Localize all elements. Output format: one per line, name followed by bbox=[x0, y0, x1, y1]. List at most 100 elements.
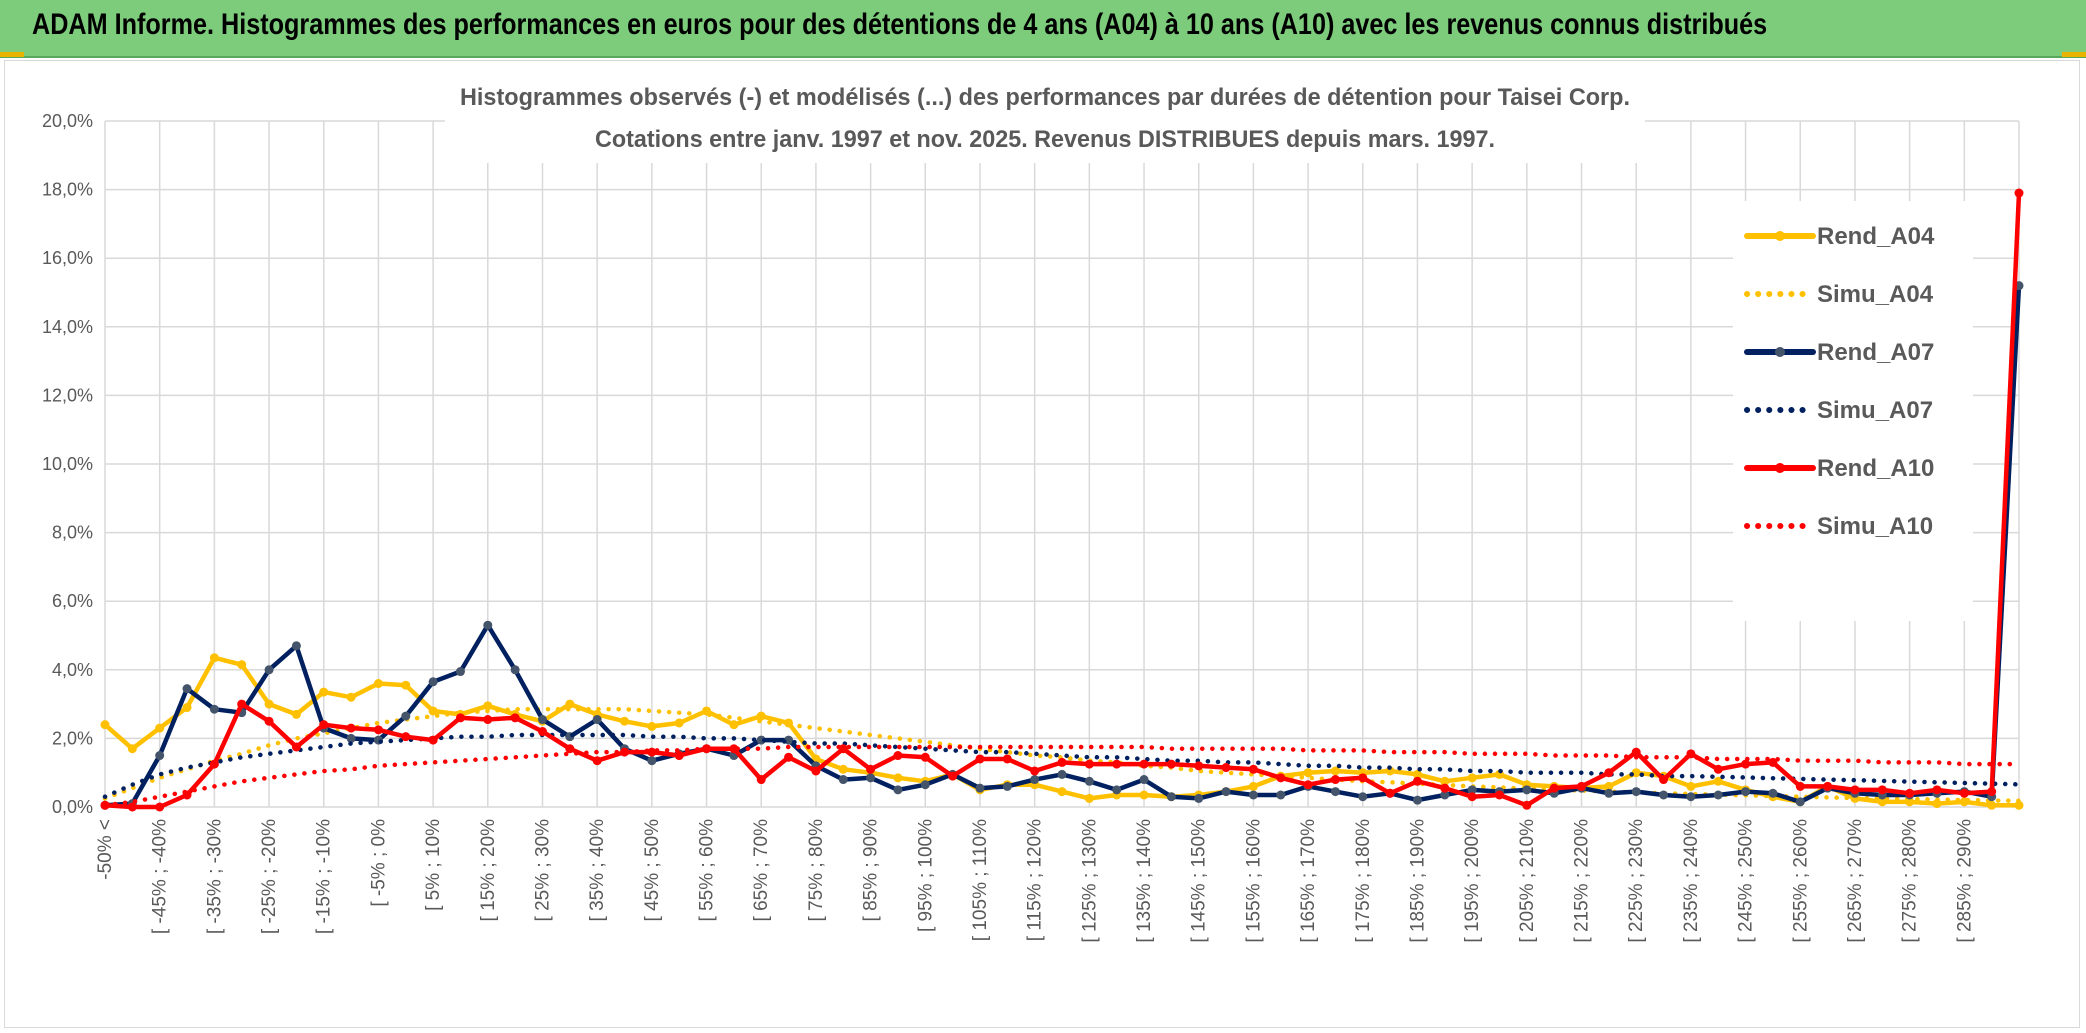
data-point bbox=[127, 744, 137, 754]
data-point bbox=[428, 677, 438, 687]
data-point bbox=[1741, 787, 1751, 797]
data-point bbox=[1905, 788, 1915, 798]
legend-label: Simu_A07 bbox=[1817, 397, 1933, 424]
data-point bbox=[674, 718, 684, 728]
data-point bbox=[291, 742, 301, 752]
data-point bbox=[756, 711, 766, 721]
data-point bbox=[1385, 788, 1395, 798]
data-point bbox=[1795, 781, 1805, 791]
data-point bbox=[1467, 785, 1477, 795]
data-point bbox=[838, 764, 848, 774]
data-point bbox=[155, 723, 165, 733]
data-point bbox=[1139, 790, 1149, 800]
chart-subtitle: Cotations entre janv. 1997 et nov. 2025.… bbox=[595, 126, 1495, 153]
data-point bbox=[510, 713, 520, 723]
data-point bbox=[1139, 759, 1149, 769]
data-point bbox=[565, 699, 575, 709]
data-point bbox=[1713, 790, 1723, 800]
data-point bbox=[1166, 792, 1176, 802]
data-point bbox=[893, 751, 903, 761]
data-point bbox=[209, 759, 219, 769]
legend-marker bbox=[1775, 347, 1785, 357]
data-point bbox=[100, 720, 110, 730]
data-point bbox=[1330, 787, 1340, 797]
x-tick-label: [ 195% ; 200% bbox=[1462, 819, 1483, 943]
x-tick-label: [ -45% ; -40% bbox=[150, 819, 171, 934]
data-point bbox=[1112, 759, 1122, 769]
legend-label: Simu_A10 bbox=[1817, 513, 1933, 540]
data-point bbox=[1604, 781, 1614, 791]
data-point bbox=[1248, 790, 1258, 800]
data-point bbox=[1139, 775, 1149, 785]
data-point bbox=[1850, 785, 1860, 795]
data-point bbox=[1358, 792, 1368, 802]
data-point bbox=[182, 684, 192, 694]
data-point bbox=[1303, 768, 1313, 778]
x-tick-label: [ -35% ; -30% bbox=[204, 819, 225, 934]
data-point bbox=[729, 744, 739, 754]
data-point bbox=[647, 747, 657, 757]
data-point bbox=[346, 692, 356, 702]
data-point bbox=[838, 744, 848, 754]
data-point bbox=[1522, 785, 1532, 795]
data-point bbox=[1248, 764, 1258, 774]
x-tick-label: [ 45% ; 50% bbox=[642, 819, 663, 922]
data-point bbox=[756, 775, 766, 785]
data-point bbox=[291, 641, 301, 651]
data-point bbox=[893, 773, 903, 783]
x-tick-label: [ 75% ; 80% bbox=[806, 819, 827, 922]
data-point bbox=[1577, 781, 1587, 791]
y-tick-label: 12,0% bbox=[42, 385, 93, 405]
x-tick-label: [ 115% ; 120% bbox=[1025, 819, 1046, 941]
chart-title: Histogrammes observés (-) et modélisés (… bbox=[460, 84, 1630, 111]
x-tick-label: [ 285% ; 290% bbox=[1954, 819, 1975, 943]
data-point bbox=[1358, 773, 1368, 783]
x-tick-label: [ 15% ; 20% bbox=[478, 819, 499, 922]
data-point bbox=[428, 735, 438, 745]
data-point bbox=[1002, 781, 1012, 791]
series-line-rend_a10 bbox=[102, 190, 2022, 810]
data-point bbox=[209, 704, 219, 714]
data-point bbox=[565, 744, 575, 754]
data-point bbox=[1084, 759, 1094, 769]
data-point bbox=[975, 783, 985, 793]
legend-label: Rend_A10 bbox=[1817, 455, 1934, 482]
legend-background bbox=[1733, 201, 1973, 621]
data-point bbox=[1795, 797, 1805, 807]
data-point bbox=[948, 771, 958, 781]
data-point bbox=[1057, 787, 1067, 797]
data-point bbox=[1686, 781, 1696, 791]
x-tick-label: [ 185% ; 190% bbox=[1407, 819, 1428, 943]
data-point bbox=[264, 716, 274, 726]
x-tick-label: [ -25% ; -20% bbox=[259, 819, 280, 934]
data-point bbox=[373, 679, 383, 689]
data-point bbox=[1330, 775, 1340, 785]
data-point bbox=[155, 802, 165, 812]
data-point bbox=[1166, 759, 1176, 769]
data-point bbox=[866, 764, 876, 774]
x-tick-label: [ 85% ; 90% bbox=[861, 819, 882, 922]
y-tick-label: 14,0% bbox=[42, 317, 93, 337]
data-point bbox=[1412, 769, 1422, 779]
data-point bbox=[1877, 785, 1887, 795]
x-tick-label: [ 205% ; 210% bbox=[1517, 819, 1538, 943]
x-tick-label: [ 125% ; 130% bbox=[1079, 819, 1100, 943]
x-tick-label: [ 235% ; 240% bbox=[1681, 819, 1702, 943]
data-point bbox=[1440, 783, 1450, 793]
x-tick-label: [ -15% ; -10% bbox=[314, 819, 335, 934]
data-point bbox=[1741, 759, 1751, 769]
x-tick-label: [ 255% ; 260% bbox=[1790, 819, 1811, 943]
data-point bbox=[1440, 790, 1450, 800]
data-point bbox=[237, 699, 247, 709]
data-point bbox=[346, 723, 356, 733]
data-point bbox=[401, 711, 411, 721]
data-point bbox=[373, 725, 383, 735]
data-point bbox=[483, 701, 493, 711]
data-point bbox=[1987, 800, 1997, 810]
data-point bbox=[209, 653, 219, 663]
data-point bbox=[1030, 766, 1040, 776]
data-point bbox=[1659, 775, 1669, 785]
data-point bbox=[1057, 769, 1067, 779]
data-point bbox=[1248, 781, 1258, 791]
data-point bbox=[1631, 768, 1641, 778]
